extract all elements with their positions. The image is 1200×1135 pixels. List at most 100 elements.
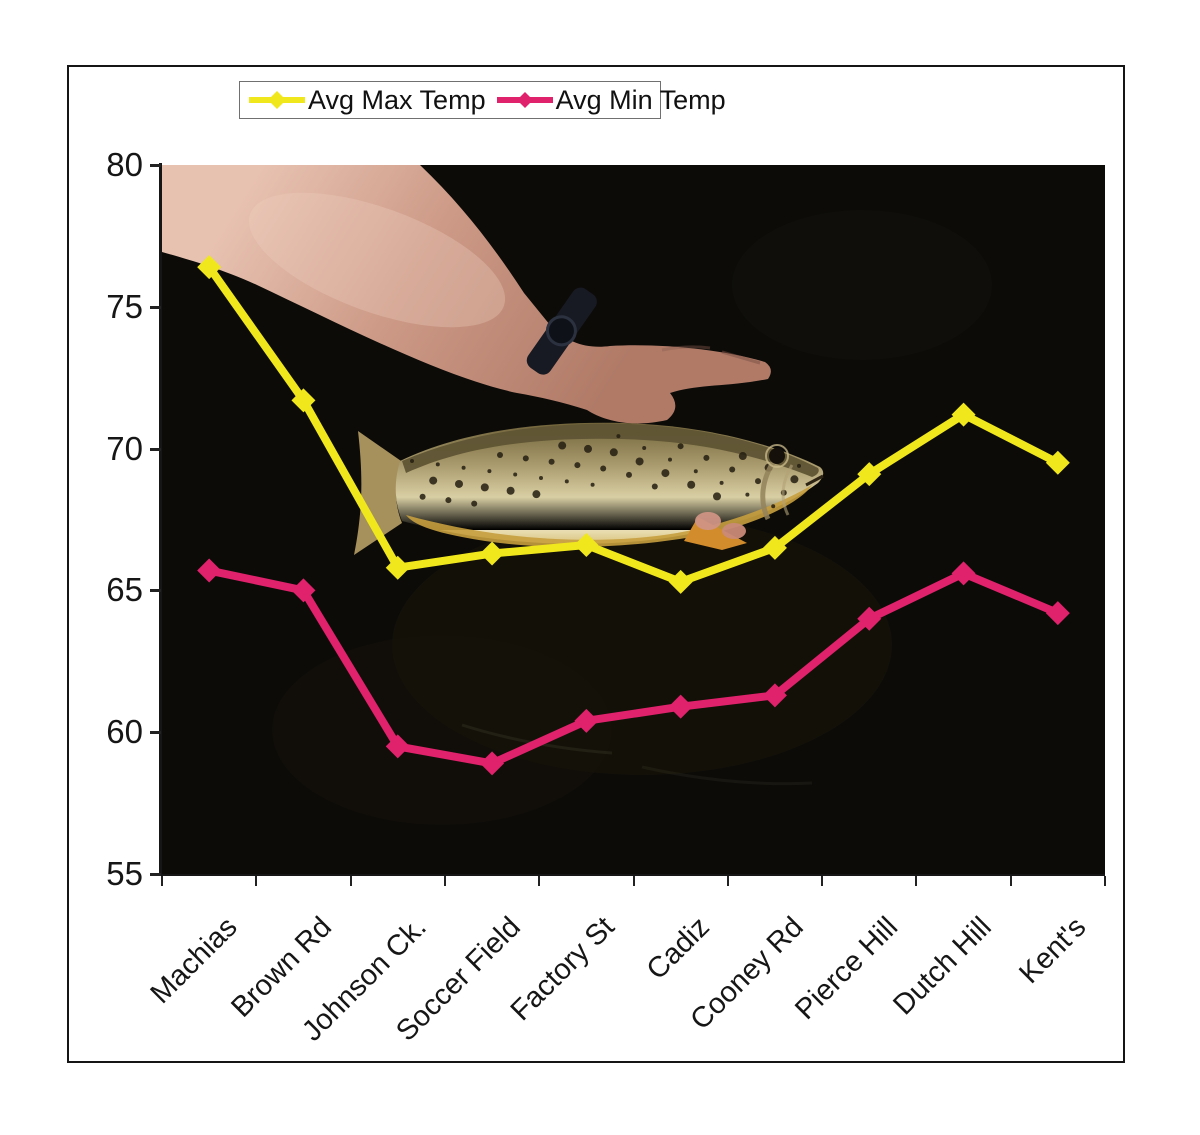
fish-spot <box>693 469 698 474</box>
fish-spot <box>745 492 750 497</box>
series-line-0 <box>205 263 1062 586</box>
x-tick-mark <box>349 876 352 886</box>
background-photo <box>162 165 1105 874</box>
fish-spot <box>642 445 647 450</box>
x-tick-mark <box>1009 876 1012 886</box>
x-tick-mark <box>538 876 541 886</box>
legend-swatch-min-icon <box>496 92 553 108</box>
legend-item-avg-min: Avg Min Temp <box>494 85 726 116</box>
series-line-1 <box>205 566 1062 768</box>
data-point-marker <box>1045 601 1070 626</box>
x-tick-mark <box>915 876 918 886</box>
fish-spot <box>729 466 736 473</box>
fish-spots <box>410 434 801 509</box>
fish-spot <box>487 469 492 474</box>
fish-spot <box>455 479 463 488</box>
fish-spot <box>513 472 518 477</box>
data-point-marker <box>857 462 882 487</box>
data-point-marker <box>480 751 505 776</box>
fish-spot <box>635 457 644 466</box>
data-point-marker <box>480 541 505 566</box>
fish-spot <box>687 480 696 489</box>
fish-spot <box>480 483 489 492</box>
x-tick-mark <box>161 876 163 886</box>
data-point-marker <box>291 388 316 413</box>
arm-and-hand <box>162 165 771 424</box>
data-point-marker <box>668 569 693 594</box>
y-axis-line <box>159 163 162 876</box>
fish-spot <box>558 441 567 450</box>
x-tick-mark <box>443 876 446 886</box>
wristwatch <box>526 287 597 375</box>
photo-shadow-glow <box>732 210 992 360</box>
y-tick-mark <box>150 305 161 309</box>
fish-spot <box>755 478 761 485</box>
data-point-marker <box>291 578 316 603</box>
y-tick-label: 60 <box>106 713 143 751</box>
photo-scratch <box>641 765 813 786</box>
x-tick-mark <box>255 876 258 886</box>
data-point-marker <box>574 533 599 558</box>
data-point-marker <box>951 561 976 586</box>
fish-spot <box>548 458 555 465</box>
data-point-marker <box>197 558 222 583</box>
data-point-marker <box>1045 450 1070 475</box>
fish-spot <box>677 443 684 450</box>
fish-mouth <box>805 474 824 487</box>
legend-label-avg-max: Avg Max Temp <box>308 84 486 115</box>
x-tick-mark <box>821 876 824 886</box>
fish-spot <box>703 454 710 461</box>
chart-frame: Avg Max Temp Avg Min Temp 80 75 70 65 60 55 M… <box>67 65 1125 1063</box>
finger-crease <box>721 350 761 365</box>
fish-spot <box>497 451 503 458</box>
fish-spot <box>532 490 541 499</box>
fish-spot <box>797 463 801 468</box>
fish-spot <box>668 457 672 462</box>
x-tick-label: Kent's <box>1013 911 1093 990</box>
data-point-marker <box>762 683 787 708</box>
x-tick-mark <box>726 876 729 886</box>
data-point-marker <box>574 708 599 733</box>
fish-spot <box>445 497 452 504</box>
fish-spot <box>506 486 515 495</box>
x-tick-label: Cadiz <box>640 911 716 987</box>
fish-spot <box>574 462 581 469</box>
fish-spot <box>600 465 607 472</box>
legend-item-avg-max: Avg Max Temp <box>246 85 486 116</box>
y-tick-label: 75 <box>106 287 143 325</box>
fish-gill-arc <box>781 464 794 516</box>
legend-label-avg-min: Avg Min Temp <box>555 84 726 115</box>
fingertip <box>722 523 746 539</box>
y-tick-mark <box>150 731 161 735</box>
x-axis-line <box>159 873 1105 876</box>
fish-spot <box>609 448 618 457</box>
y-tick-label: 55 <box>106 855 143 892</box>
knuckle-crease <box>661 345 711 352</box>
fish-spot <box>419 493 426 500</box>
fish-body <box>395 422 824 544</box>
fish-spot <box>738 452 747 461</box>
x-tick-label: Dutch Hill <box>887 911 999 1022</box>
fish-tail-fin <box>354 431 404 555</box>
y-tick-mark <box>150 164 161 167</box>
y-tick-label: 80 <box>106 146 143 183</box>
data-point-marker <box>762 535 787 560</box>
fish-spot <box>616 434 621 439</box>
fish-spot <box>661 469 670 478</box>
data-point-marker <box>197 255 222 280</box>
data-point-marker <box>385 734 410 759</box>
fish-spot <box>790 475 799 484</box>
fish-eye-ring <box>765 444 789 468</box>
fish-back-band <box>402 423 819 477</box>
fish-spot <box>522 455 529 462</box>
fish-spot <box>564 479 569 484</box>
fish-spot <box>713 492 721 501</box>
fish-spot <box>435 462 440 467</box>
chart-legend: Avg Max Temp Avg Min Temp <box>239 81 726 119</box>
fish-spot <box>429 476 438 485</box>
fish-spot <box>771 504 776 509</box>
x-tick-label: Pierce Hill <box>788 911 904 1026</box>
x-tick-mark <box>632 876 635 886</box>
fish-spot <box>651 483 658 490</box>
